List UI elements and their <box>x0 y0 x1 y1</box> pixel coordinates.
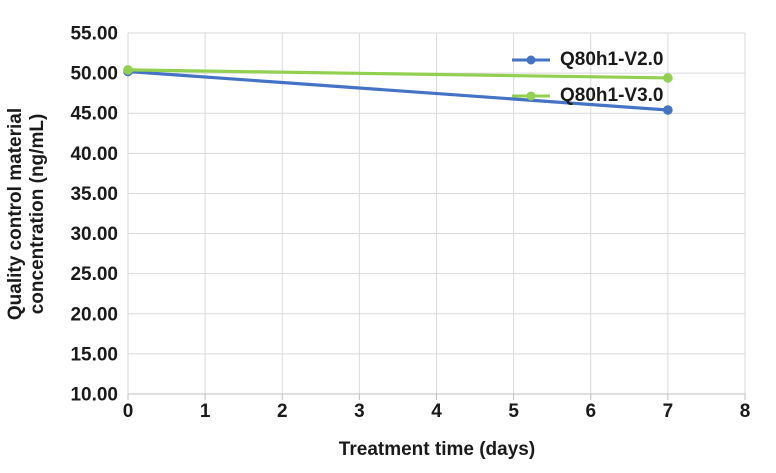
x-tick-label: 5 <box>508 401 519 422</box>
x-tick-label: 1 <box>200 401 211 422</box>
x-tick-label: 8 <box>740 401 751 422</box>
x-tick-label: 0 <box>123 401 134 422</box>
series-line-1 <box>126 69 670 112</box>
y-axis-title-line2: concentration (ng/mL) <box>27 113 48 315</box>
data-point-series2 <box>663 73 673 83</box>
x-tick-label: 2 <box>277 401 288 422</box>
y-tick-label: 20.00 <box>70 304 118 325</box>
y-tick-label: 50.00 <box>70 64 118 85</box>
legend-label-series2: Q80h1-V3.0 <box>560 85 664 106</box>
x-tick-label: 4 <box>431 401 442 422</box>
legend-item: Q80h1-V2.0 <box>511 42 664 78</box>
legend-item: Q80h1-V3.0 <box>511 78 664 114</box>
x-tick-label: 7 <box>663 401 674 422</box>
series-line-2 <box>126 68 670 80</box>
y-axis-title-line1: Quality control material <box>5 107 26 321</box>
x-tick-label: 3 <box>354 401 365 422</box>
y-tick-label: 10.00 <box>70 385 118 406</box>
legend-label-series1: Q80h1-V2.0 <box>560 49 664 70</box>
y-tick-label: 45.00 <box>70 104 118 125</box>
y-tick-label: 30.00 <box>70 224 118 245</box>
y-tick-label: 25.00 <box>70 264 118 285</box>
y-tick-label: 15.00 <box>70 344 118 365</box>
legend-marker-series2 <box>512 91 550 101</box>
data-point-series1 <box>663 105 673 115</box>
y-tick-label: 35.00 <box>70 184 118 205</box>
y-axis-title: Quality control material concentration (… <box>5 14 51 414</box>
y-tick-label: 40.00 <box>70 144 118 165</box>
y-tick-label: 55.00 <box>70 24 118 45</box>
legend-marker-series1 <box>512 55 550 65</box>
data-point-series2 <box>123 65 133 75</box>
x-axis-title: Treatment time (days) <box>338 439 536 460</box>
x-tick-label: 6 <box>585 401 596 422</box>
legend: Q80h1-V2.0 Q80h1-V3.0 <box>511 42 664 114</box>
